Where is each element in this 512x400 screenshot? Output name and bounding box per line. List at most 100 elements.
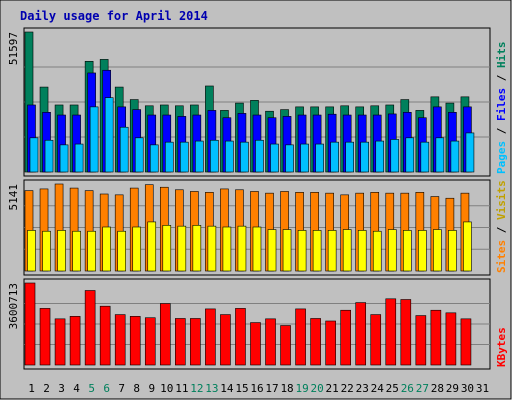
day-label-20: 20 [311,382,324,395]
bar-visits-day-4 [72,230,81,272]
day-label-12: 12 [190,382,203,395]
bar-visits-day-18 [282,229,292,272]
bar-kbytes-day-5 [84,290,96,366]
bar-kbytes-day-22 [340,309,351,366]
bar-pages-day-2 [44,139,54,173]
bar-pages-day-5 [89,106,99,173]
panel-legend: KBytes [495,327,508,367]
bar-visits-day-6 [102,226,111,272]
bar-visits-day-19 [297,230,307,272]
bar-visits-day-1 [27,230,36,272]
day-label-29: 29 [446,382,459,395]
day-label-14: 14 [220,382,234,395]
bar-kbytes-day-6 [99,305,111,366]
bar-pages-day-3 [59,144,69,173]
day-label-4: 4 [73,382,80,395]
bar-kbytes-day-27 [415,315,427,366]
legend-entry: Sites [495,240,508,273]
legend-entry: / [495,121,508,141]
day-label-7: 7 [118,382,125,395]
sites-visits-panel: 5141 Sites / Visits [7,179,508,276]
bar-visits-day-25 [387,229,397,272]
day-label-6: 6 [103,382,110,395]
bar-kbytes-day-19 [295,308,306,366]
bar-kbytes-day-21 [325,320,336,366]
bar-visits-day-7 [117,230,126,272]
panel-max-label: 51597 [7,32,20,65]
day-label-22: 22 [341,382,354,395]
bar-kbytes-day-20 [310,318,321,366]
bar-pages-day-26 [405,137,415,173]
bar-kbytes-day-7 [114,314,126,366]
bar-pages-day-16 [255,139,264,173]
bar-kbytes-day-2 [39,308,51,366]
bar-kbytes-day-29 [445,312,457,366]
bar-visits-day-30 [463,221,472,272]
kbytes-panel: 3600713 KBytes [7,278,508,370]
bar-visits-day-10 [162,225,172,272]
bar-pages-day-6 [104,97,114,173]
day-label-2: 2 [43,382,50,395]
day-label-8: 8 [133,382,140,395]
bar-visits-day-17 [267,229,277,272]
bar-pages-day-4 [74,143,84,173]
bar-pages-day-24 [375,140,385,173]
day-label-11: 11 [175,382,188,395]
day-label-18: 18 [280,382,293,395]
bar-pages-day-29 [450,140,460,173]
bar-visits-day-23 [357,230,367,272]
bar-pages-day-11 [180,141,189,173]
day-label-16: 16 [250,382,263,395]
bar-visits-day-20 [312,230,322,272]
bar-pages-day-25 [390,139,400,173]
bar-kbytes-day-26 [400,299,412,366]
bar-kbytes-day-14 [220,314,231,366]
panel-max-label: 3600713 [7,283,20,329]
day-label-13: 13 [205,382,218,395]
day-label-23: 23 [356,382,369,395]
bar-visits-day-8 [132,226,142,272]
bar-kbytes-day-10 [159,303,171,366]
bar-visits-day-5 [87,230,96,272]
bar-visits-day-21 [327,230,337,272]
bar-pages-day-14 [225,140,234,173]
day-label-24: 24 [371,382,385,395]
chart-title: Daily usage for April 2014 [20,9,208,23]
bar-pages-day-18 [285,144,294,173]
bar-visits-day-24 [372,230,382,272]
bar-kbytes-day-1 [24,282,36,366]
bar-pages-day-30 [465,132,475,173]
bar-kbytes-day-24 [370,314,382,366]
panel-legend: Sites / Visits [495,180,508,273]
bar-pages-day-27 [420,141,430,173]
legend-entry: Pages [495,141,508,174]
panel-legend: Pages / Files / Hits [495,42,508,175]
bar-visits-day-16 [252,226,262,272]
bar-visits-day-12 [192,225,202,272]
bar-kbytes-day-11 [175,318,186,366]
bar-visits-day-14 [222,226,232,272]
bar-pages-day-28 [435,137,445,173]
bar-kbytes-day-25 [385,298,397,366]
bar-pages-day-12 [195,140,204,173]
day-label-21: 21 [326,382,339,395]
day-label-9: 9 [148,382,155,395]
day-label-28: 28 [431,382,444,395]
bar-kbytes-day-18 [280,325,291,366]
bar-visits-day-15 [237,225,247,272]
bar-kbytes-day-15 [235,308,246,366]
bar-pages-day-1 [29,137,39,173]
day-label-31: 31 [476,382,489,395]
bar-kbytes-day-4 [69,316,81,366]
day-label-26: 26 [401,382,414,395]
bar-visits-day-13 [207,225,217,272]
bar-visits-day-2 [42,230,51,272]
bar-pages-day-7 [119,126,129,173]
bar-visits-day-9 [147,221,157,272]
bar-pages-day-23 [360,141,370,173]
day-label-25: 25 [386,382,399,395]
bar-visits-day-28 [433,229,442,272]
bar-visits-day-11 [177,225,187,272]
legend-entry: KBytes [495,327,508,367]
